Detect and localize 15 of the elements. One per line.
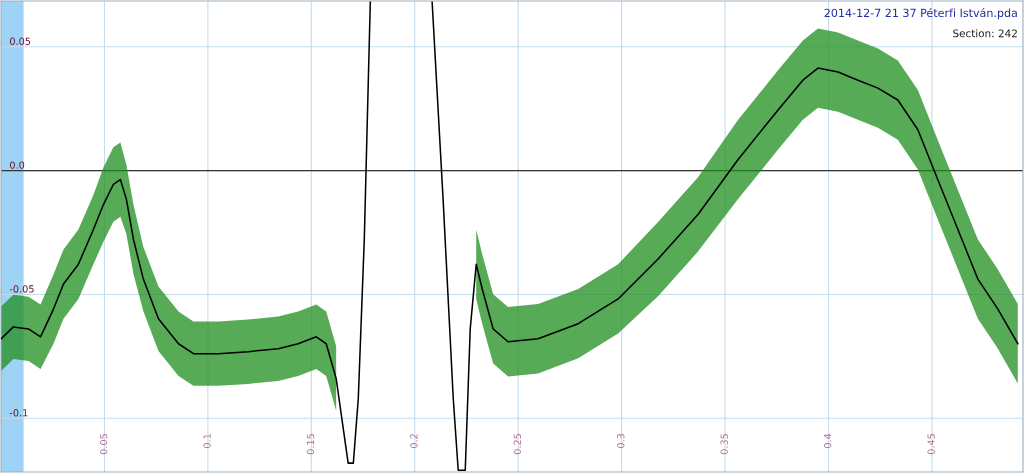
- x-tick-label: 0.45: [927, 434, 935, 455]
- x-tick-label: 0.4: [823, 433, 832, 448]
- text: Section: 242: [953, 29, 1017, 38]
- x-tick-label: 0.3: [617, 433, 625, 448]
- text: 2014-12-7 21 37 Péterfi István.pda: [824, 8, 1017, 20]
- y-tick-label: 0.05: [10, 37, 31, 45]
- y-tick-label: 0.0: [10, 161, 25, 169]
- x-tick-label: 0.25: [513, 434, 522, 455]
- y-tick-label: -0.05: [9, 285, 34, 293]
- x-tick-label: 0.2: [410, 434, 418, 448]
- x-tick-label: 0.15: [306, 434, 315, 455]
- x-tick-label: 0.05: [99, 434, 108, 455]
- x-tick-label: 0.1: [203, 434, 211, 448]
- x-tick-label: 0.35: [720, 434, 728, 455]
- y-tick-label: -0.1: [9, 409, 28, 417]
